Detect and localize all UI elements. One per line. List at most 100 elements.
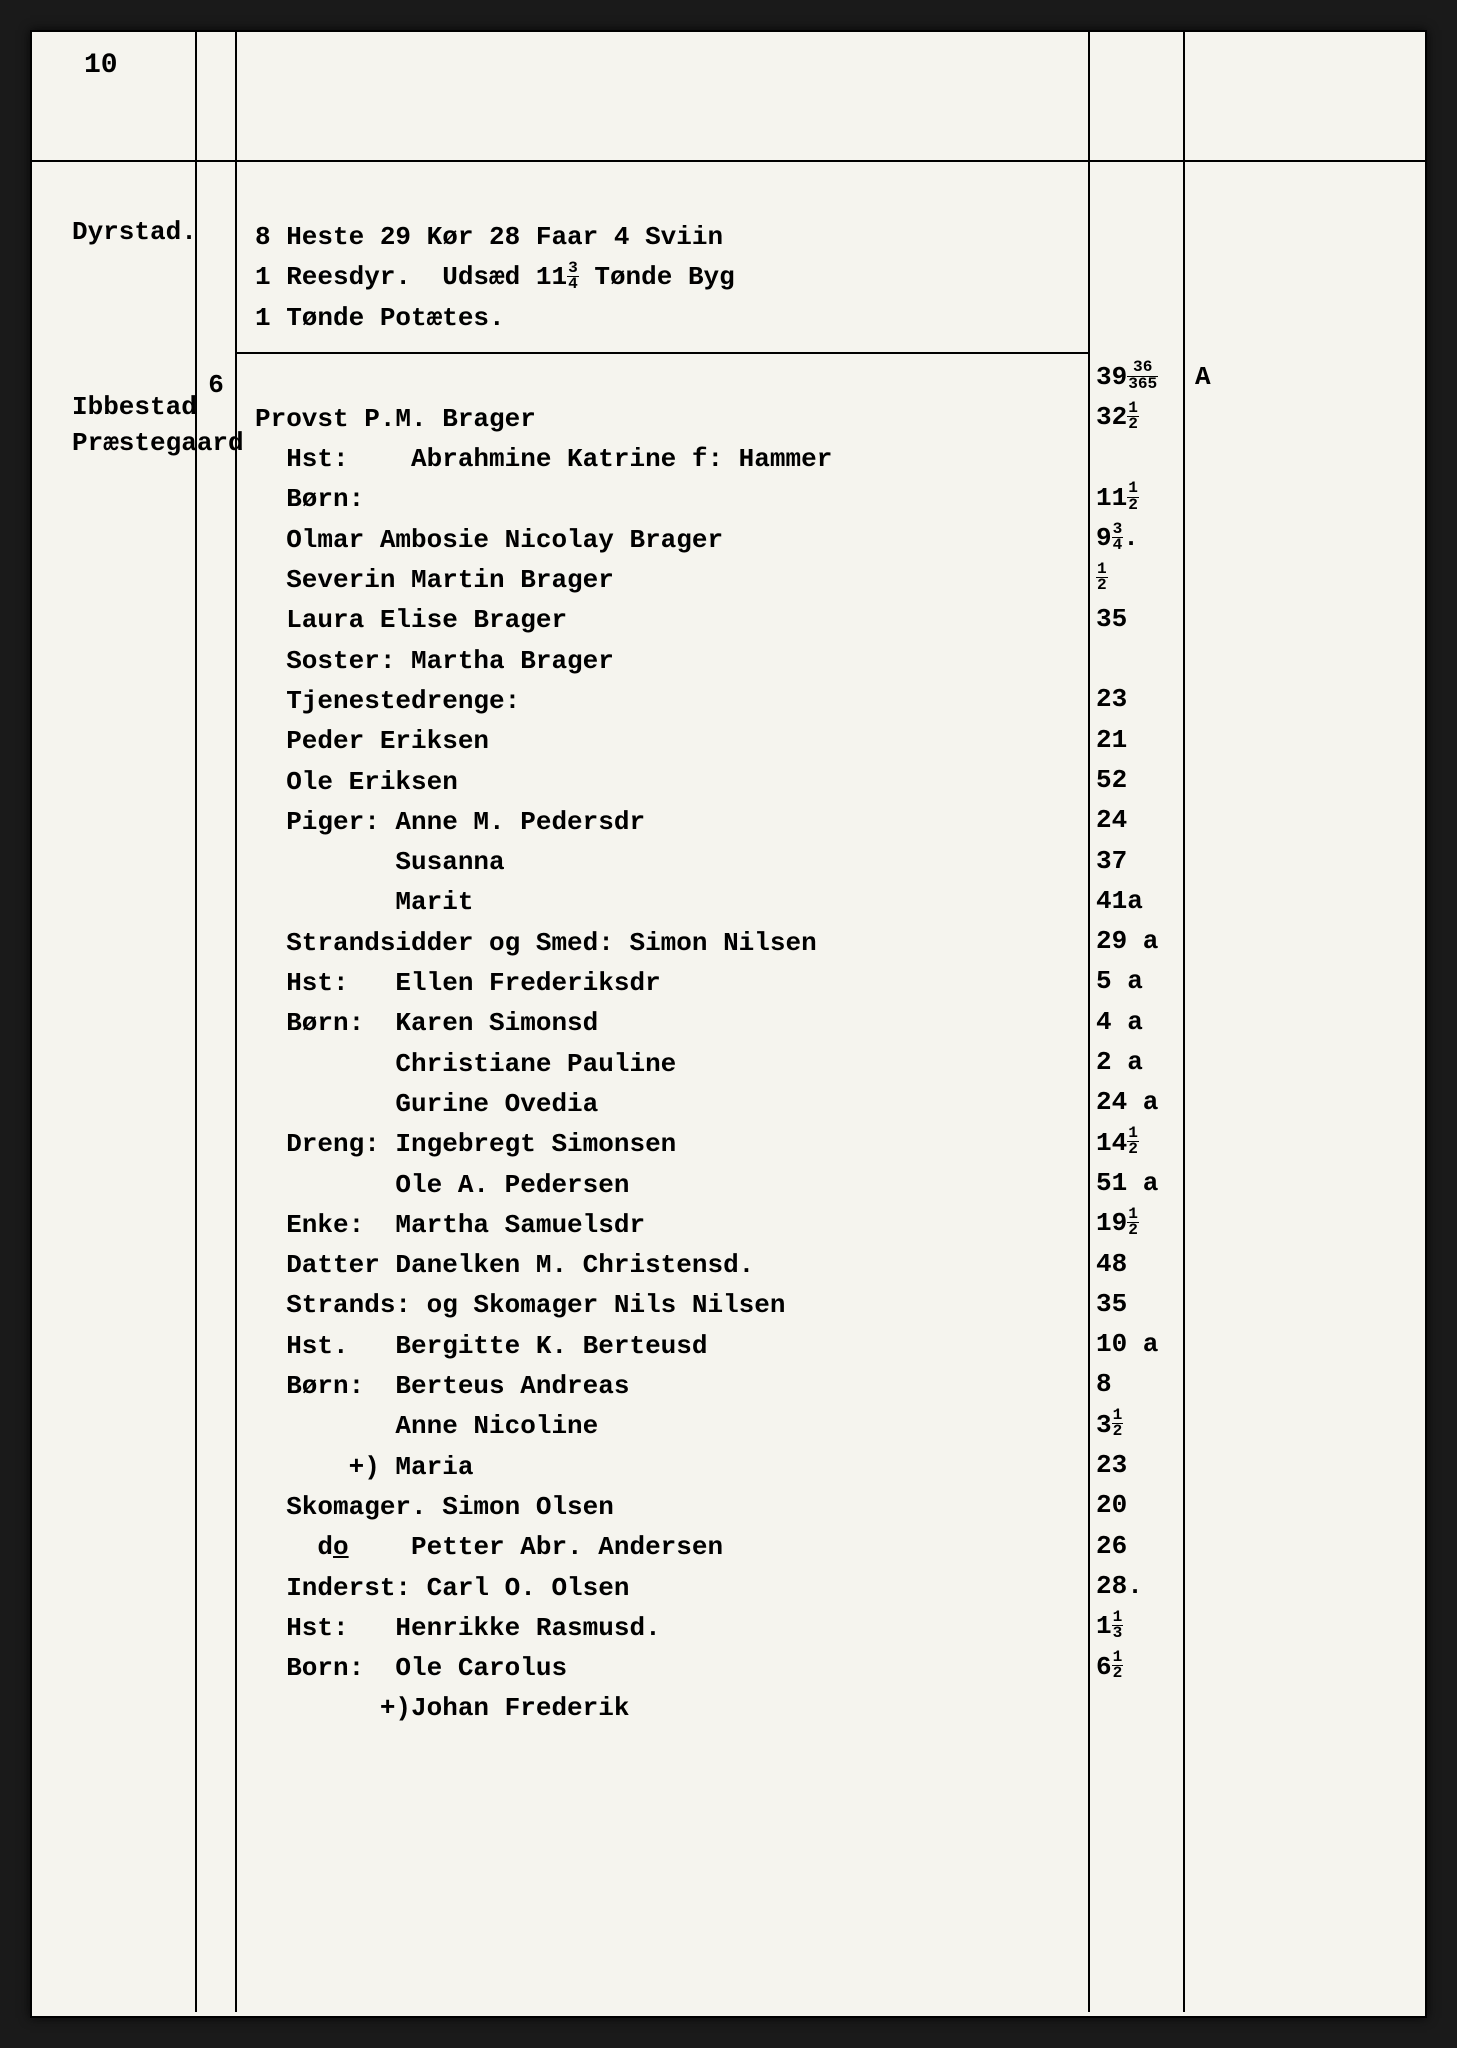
age-value: 1112 (1096, 478, 1177, 518)
text-line: Hst: Henrikke Rasmusd. (255, 1608, 1074, 1648)
place-name: Ibbestad (72, 392, 183, 422)
text-line: Ole A. Pedersen (255, 1165, 1074, 1205)
text-line: Enke: Martha Samuelsdr (255, 1205, 1074, 1245)
age-value: 612 (1096, 1647, 1177, 1687)
age-value: 24 a (1096, 1082, 1177, 1122)
age-value: 8 (1096, 1364, 1177, 1404)
note-value (1195, 881, 1413, 921)
note-value (1195, 679, 1413, 719)
age-value: 37 (1096, 841, 1177, 881)
text-line: Dreng: Ingebregt Simonsen (255, 1124, 1074, 1164)
header-row: 10 (32, 32, 1425, 162)
note-value (1195, 599, 1413, 639)
age-value: 1412 (1096, 1123, 1177, 1163)
age-value: 1912 (1096, 1203, 1177, 1243)
note-value (1195, 1566, 1413, 1606)
age-value: 4 a (1096, 1002, 1177, 1042)
age-value: 3936365 (1096, 357, 1177, 397)
content-row: Dyrstad. Ibbestad Præstegaard 6 8 Heste … (32, 162, 1425, 2012)
note-value (1195, 921, 1413, 961)
age-column: 39363653212 1112 934. 1235 232152243741a… (1090, 162, 1185, 2012)
text-line: 1 Tønde Potætes. (255, 298, 1074, 338)
text-line: Soster: Martha Brager (255, 641, 1074, 681)
text-line: +)Johan Frederik (255, 1688, 1074, 1728)
text-line: Laura Elise Brager (255, 600, 1074, 640)
note-value (1195, 1526, 1413, 1566)
note-column: A (1185, 162, 1425, 2012)
place-name: Præstegaard (72, 428, 183, 458)
age-value (1096, 438, 1177, 478)
note-value (1195, 518, 1413, 558)
header-last-col (1185, 32, 1425, 160)
text-line: Olmar Ambosie Nicolay Brager (255, 520, 1074, 560)
age-value: 934. (1096, 518, 1177, 558)
text-line: Inderst: Carl O. Olsen (255, 1568, 1074, 1608)
note-value (1195, 1284, 1413, 1324)
age-value: 5 a (1096, 961, 1177, 1001)
text-line: Børn: Berteus Andreas (255, 1366, 1074, 1406)
text-line: Skomager. Simon Olsen (255, 1487, 1074, 1527)
place-column: Dyrstad. Ibbestad Præstegaard (32, 162, 197, 2012)
note-value (1195, 1042, 1413, 1082)
age-value: 312 (1096, 1405, 1177, 1445)
header-num-col (197, 32, 237, 160)
note-value (1195, 1002, 1413, 1042)
main-text-column: 8 Heste 29 Kør 28 Faar 4 Sviin1 Reesdyr.… (237, 162, 1090, 2012)
note-value (1195, 1647, 1413, 1687)
page-number-cell: 10 (32, 32, 197, 160)
text-line: 8 Heste 29 Kør 28 Faar 4 Sviin (255, 217, 1074, 257)
age-value: 3212 (1096, 397, 1177, 437)
age-value: 51 a (1096, 1163, 1177, 1203)
note-value (1195, 800, 1413, 840)
text-line: Tjenestedrenge: (255, 681, 1074, 721)
age-value: 20 (1096, 1485, 1177, 1525)
note-value (1195, 961, 1413, 1001)
text-line: Marit (255, 882, 1074, 922)
age-value: 28. (1096, 1566, 1177, 1606)
age-value: 10 a (1096, 1324, 1177, 1364)
age-value: 26 (1096, 1526, 1177, 1566)
age-value: 48 (1096, 1244, 1177, 1284)
age-value: 35 (1096, 1284, 1177, 1324)
page-number: 10 (84, 50, 118, 81)
note-value (1195, 1606, 1413, 1646)
header-main-col (237, 32, 1090, 160)
house-number-column: 6 (197, 162, 237, 2012)
text-line: Hst. Bergitte K. Berteusd (255, 1326, 1074, 1366)
text-line: Hst: Abrahmine Katrine f: Hammer (255, 439, 1074, 479)
house-number: 6 (208, 370, 224, 400)
note-value (1195, 1445, 1413, 1485)
text-line: Børn: (255, 479, 1074, 519)
age-value: 52 (1096, 760, 1177, 800)
age-value: 21 (1096, 720, 1177, 760)
note-value (1195, 639, 1413, 679)
age-value: 41a (1096, 881, 1177, 921)
note-value (1195, 1364, 1413, 1404)
place-name: Dyrstad. (72, 217, 183, 247)
note-value (1195, 841, 1413, 881)
note-value (1195, 1485, 1413, 1525)
text-line: Piger: Anne M. Pedersdr (255, 802, 1074, 842)
note-value (1195, 558, 1413, 598)
note-value (1195, 760, 1413, 800)
age-value: 12 (1096, 558, 1177, 598)
text-line: Hst: Ellen Frederiksdr (255, 963, 1074, 1003)
text-line: Ole Eriksen (255, 762, 1074, 802)
text-line: Strands: og Skomager Nils Nilsen (255, 1285, 1074, 1325)
text-line: Provst P.M. Brager (255, 399, 1074, 439)
text-line: do Petter Abr. Andersen (255, 1527, 1074, 1567)
note-value: A (1195, 357, 1413, 397)
note-value (1195, 1405, 1413, 1445)
text-line: Gurine Ovedia (255, 1084, 1074, 1124)
note-value (1195, 478, 1413, 518)
text-line: Anne Nicoline (255, 1406, 1074, 1446)
age-value: 29 a (1096, 921, 1177, 961)
note-value (1195, 438, 1413, 478)
text-line: 1 Reesdyr. Udsæd 1134 Tønde Byg (255, 257, 1074, 297)
note-value (1195, 1324, 1413, 1364)
text-line: Datter Danelken M. Christensd. (255, 1245, 1074, 1285)
age-value: 35 (1096, 599, 1177, 639)
text-line: Strandsidder og Smed: Simon Nilsen (255, 923, 1074, 963)
note-value (1195, 1082, 1413, 1122)
age-value: 23 (1096, 679, 1177, 719)
